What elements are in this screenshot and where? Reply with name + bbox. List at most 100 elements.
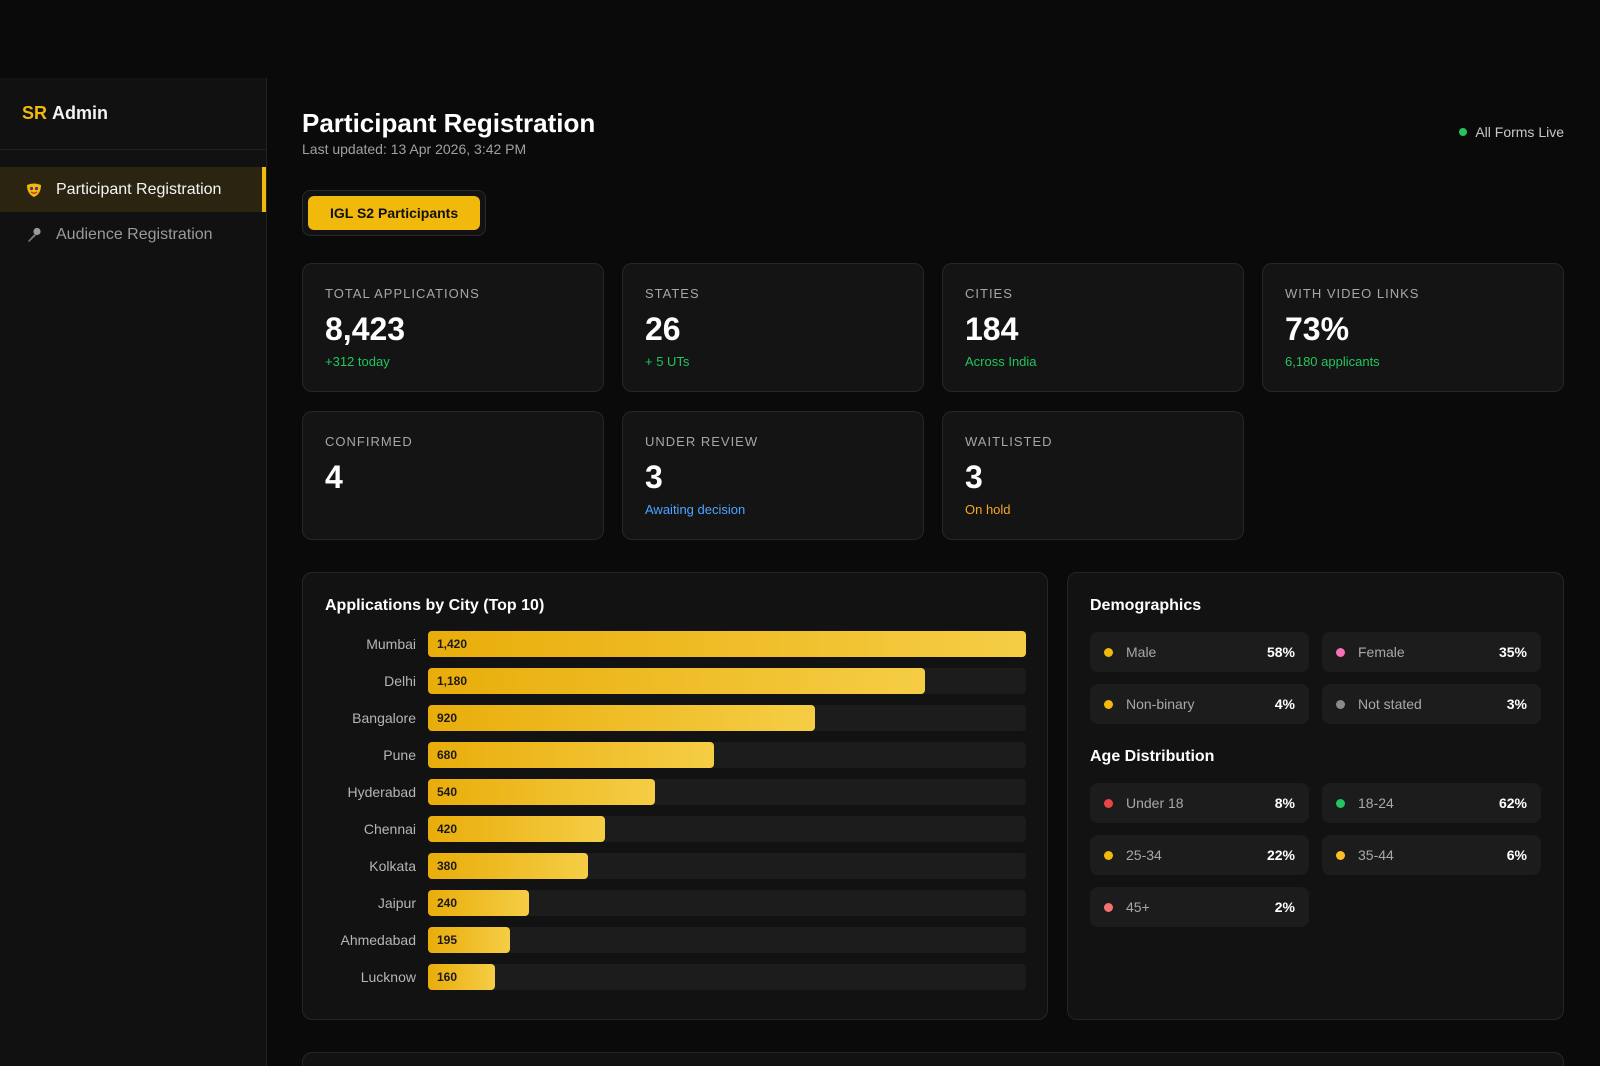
stat-subtext: +312 today	[325, 354, 390, 369]
chip-value: 62%	[1498, 795, 1527, 811]
legend-dot-icon	[1104, 647, 1113, 657]
last-updated-text: Last updated: 13 Apr 2026, 3:42 PM	[302, 141, 527, 157]
legend-dot-icon	[1104, 902, 1113, 912]
bar-value-label: 195	[437, 933, 458, 947]
bar: 160	[428, 964, 495, 990]
bar: 420	[428, 816, 605, 842]
demographics-title: Demographics	[1090, 597, 1202, 614]
demographics-panel: Demographics Male 58% Female 35% Non-bin…	[1067, 572, 1564, 1020]
legend-dot-icon	[1104, 850, 1113, 860]
bar-category-label: Ahmedabad	[340, 932, 416, 948]
brand-name: Admin	[52, 103, 109, 123]
chip-label: 18-24	[1358, 795, 1394, 811]
bar: 920	[428, 705, 815, 731]
stat-value: 3	[965, 459, 983, 495]
age-45-plus-chip: 45+ 2%	[1090, 887, 1309, 927]
chip-value: 35%	[1498, 644, 1527, 660]
chip-value: 6%	[1506, 847, 1527, 863]
chip-label: Female	[1358, 644, 1405, 660]
bar-track: 1,180	[428, 668, 1026, 694]
stat-value: 26	[645, 311, 681, 347]
age-under-18-chip: Under 18 8%	[1090, 783, 1309, 823]
stat-subtext: + 5 UTs	[645, 354, 690, 369]
bottom-panel	[302, 1052, 1564, 1066]
chip-value: 4%	[1274, 696, 1295, 712]
bar-category-label: Kolkata	[369, 858, 416, 874]
age-distribution-title: Age Distribution	[1090, 748, 1215, 765]
legend-dot-icon	[1104, 699, 1113, 709]
city-chart-panel: Applications by City (Top 10) Mumbai 1,42…	[302, 572, 1048, 1020]
bar: 380	[428, 853, 588, 879]
bar: 1,180	[428, 668, 925, 694]
legend-dot-icon	[1104, 798, 1113, 808]
bar: 1,420	[428, 631, 1026, 657]
chip-value: 8%	[1274, 795, 1295, 811]
bar-value-label: 420	[437, 822, 458, 836]
chip-label: Under 18	[1126, 795, 1184, 811]
bar-track: 240	[428, 890, 1026, 916]
sidebar-item-label: Participant Registration	[56, 180, 222, 198]
bar: 195	[428, 927, 510, 953]
legend-dot-icon	[1336, 798, 1345, 808]
stat-subtext: 6,180 applicants	[1285, 354, 1380, 369]
age-25-34-chip: 25-34 22%	[1090, 835, 1309, 875]
chip-label: Male	[1126, 644, 1157, 660]
stat-value: 73%	[1285, 311, 1350, 347]
bar-value-label: 1,420	[437, 637, 468, 651]
tab-bar: IGL S2 Participants	[302, 190, 487, 236]
status-text: All Forms Live	[1475, 124, 1564, 140]
bar-value-label: 160	[437, 970, 458, 984]
bar-category-label: Lucknow	[360, 969, 416, 985]
bar-value-label: 920	[437, 711, 458, 725]
bar-value-label: 1,180	[437, 674, 468, 688]
chip-label: Non-binary	[1126, 696, 1195, 712]
bar-track: 680	[428, 742, 1026, 768]
sidebar-item-participant-registration[interactable]: Participant Registration	[0, 167, 266, 212]
chip-label: 45+	[1126, 899, 1150, 915]
chart-title: Applications by City (Top 10)	[325, 597, 545, 614]
stat-card-video-links: With Video Links 73% 6,180 applicants	[1262, 263, 1564, 392]
legend-dot-icon	[1336, 647, 1345, 657]
chip-value: 3%	[1506, 696, 1527, 712]
bar-value-label: 680	[437, 748, 458, 762]
legend-dot-icon	[1336, 699, 1345, 709]
stat-value: 8,423	[325, 311, 406, 347]
stat-label: Cities	[965, 286, 1013, 301]
stat-label: Waitlisted	[965, 434, 1053, 449]
stat-subtext: Awaiting decision	[645, 502, 746, 517]
bar-value-label: 240	[437, 896, 458, 910]
chip-value: 22%	[1266, 847, 1295, 863]
bar-track: 540	[428, 779, 1026, 805]
brand-logo[interactable]: SR Admin	[0, 78, 266, 150]
stat-card-waitlisted: Waitlisted 3 On hold	[942, 411, 1244, 540]
bar-category-label: Jaipur	[377, 895, 416, 911]
chip-label: 25-34	[1126, 847, 1162, 863]
sidebar-item-audience-registration[interactable]: Audience Registration	[0, 212, 266, 257]
stat-card-states: States 26 + 5 UTs	[622, 263, 924, 392]
stat-value: 3	[645, 459, 663, 495]
mask-icon	[24, 180, 44, 200]
bar-category-label: Hyderabad	[347, 784, 417, 800]
bar-category-label: Chennai	[363, 821, 416, 837]
stat-value: 184	[965, 311, 1019, 347]
gender-nonbinary-chip: Non-binary 4%	[1090, 684, 1309, 724]
sidebar: SR Admin Participant Registration	[0, 78, 267, 1066]
stat-card-under-review: Under Review 3 Awaiting decision	[622, 411, 924, 540]
stat-label: Under Review	[645, 434, 759, 449]
stat-label: Total Applications	[325, 286, 480, 301]
tab-igl-s2-participants[interactable]: IGL S2 Participants	[308, 196, 481, 230]
page-title: Participant Registration	[302, 108, 596, 138]
chip-label: Not stated	[1358, 696, 1422, 712]
sidebar-item-label: Audience Registration	[56, 225, 213, 243]
bar: 680	[428, 742, 714, 768]
microphone-icon	[24, 225, 44, 245]
sidebar-nav: Participant Registration Audience Regist…	[0, 167, 266, 257]
bar-track: 380	[428, 853, 1026, 879]
stat-value: 4	[325, 459, 343, 495]
bar: 540	[428, 779, 655, 805]
gender-male-chip: Male 58%	[1090, 632, 1309, 672]
bar-track: 920	[428, 705, 1026, 731]
age-35-44-chip: 35-44 6%	[1322, 835, 1541, 875]
forms-status-indicator: All Forms Live	[1459, 124, 1564, 140]
stat-subtext: On hold	[965, 502, 1011, 517]
